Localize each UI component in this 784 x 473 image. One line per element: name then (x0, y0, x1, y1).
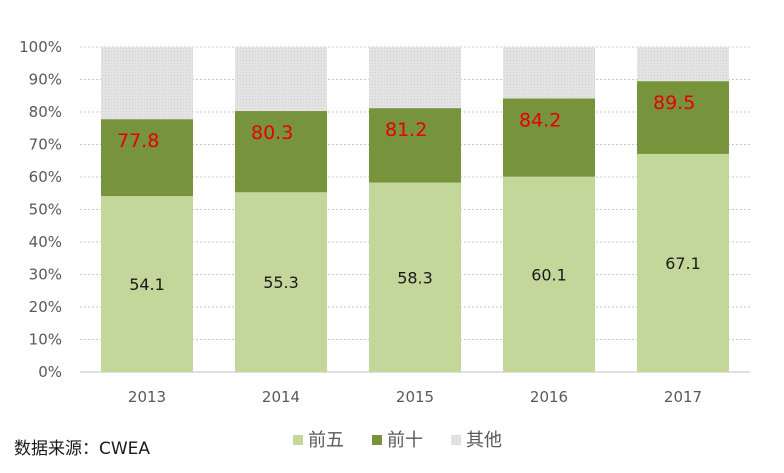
bar-segment (101, 119, 193, 197)
y-tick-label: 10% (29, 331, 62, 349)
bar-segment (369, 47, 461, 109)
cumulative-data-label: 81.2 (385, 119, 427, 141)
y-axis: 0% 10% 20% 30% 40% 50% 60% 70% 80% 90% 100% (19, 38, 62, 381)
y-tick-label: 90% (29, 71, 62, 89)
y-tick-label: 30% (29, 266, 62, 284)
legend-swatch (293, 435, 303, 445)
bar-segment (369, 182, 461, 372)
bar-segment (101, 196, 193, 372)
bars (101, 47, 729, 372)
y-tick-label: 50% (29, 201, 62, 219)
bar-segment (503, 98, 595, 177)
bar-segment (503, 176, 595, 372)
legend-swatch (372, 435, 382, 445)
legend-swatch (451, 435, 461, 445)
bar-segment (235, 47, 327, 112)
x-tick-label: 2013 (128, 388, 166, 406)
inner-data-label: 58.3 (397, 268, 433, 287)
bar-segment (235, 192, 327, 372)
bar-segment (637, 153, 729, 372)
x-tick-label: 2017 (664, 388, 702, 406)
inner-data-label: 67.1 (665, 254, 701, 273)
y-tick-label: 100% (19, 38, 62, 56)
x-tick-label: 2014 (262, 388, 300, 406)
legend-label: 其他 (466, 430, 502, 451)
x-tick-label: 2015 (396, 388, 434, 406)
cumulative-data-label: 84.2 (519, 109, 561, 131)
bar-segment (235, 111, 327, 193)
source-note: 数据来源：CWEA (14, 439, 150, 459)
legend-label: 前五 (308, 430, 344, 451)
inner-data-label: 60.1 (531, 265, 567, 284)
bar-segment (637, 81, 729, 154)
bar-segment (503, 47, 595, 99)
bar-segment (637, 47, 729, 82)
bar-segment (101, 47, 193, 120)
y-tick-label: 0% (38, 363, 62, 381)
inner-data-label: 54.1 (129, 275, 165, 294)
y-tick-label: 80% (29, 103, 62, 121)
inner-data-label: 55.3 (263, 273, 299, 292)
cumulative-data-label: 77.8 (117, 130, 159, 152)
bar-segment (369, 108, 461, 183)
cumulative-data-label: 89.5 (653, 92, 695, 114)
x-axis: 2013 2014 2015 2016 2017 (128, 388, 702, 406)
y-tick-label: 70% (29, 136, 62, 154)
y-tick-label: 20% (29, 298, 62, 316)
legend-label: 前十 (387, 430, 423, 451)
legend: 前五 前十 其他 (293, 430, 502, 451)
x-tick-label: 2016 (530, 388, 568, 406)
y-tick-label: 60% (29, 168, 62, 186)
y-tick-label: 40% (29, 233, 62, 251)
data-labels: 54.1 77.8 55.3 80.3 58.3 81.2 60.1 84.2 67.1 89.5 (117, 92, 701, 294)
cumulative-data-label: 80.3 (251, 122, 293, 144)
